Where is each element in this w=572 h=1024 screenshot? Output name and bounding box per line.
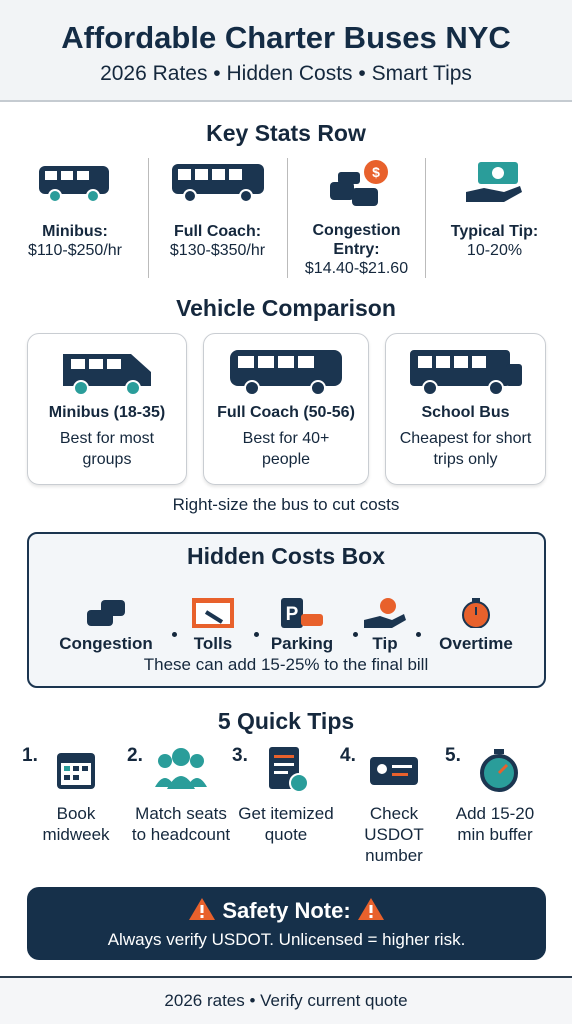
calendar-icon [57, 753, 95, 789]
cost-item: Congestion [51, 598, 161, 654]
vehicle-note: Cheapest for short trips only [399, 430, 532, 468]
safety-text: Always verify USDOT. Unlicensed = higher… [107, 930, 466, 949]
stat-label: Minibus: [42, 223, 108, 240]
cost-note: These can add 15-25% to the final bill [143, 655, 429, 674]
toll-icon [192, 598, 234, 628]
caption: Right-size the bus to cut costs [172, 495, 400, 514]
stat-value: $110-$250/hr [28, 242, 122, 259]
cost-item: Overtime [421, 598, 531, 654]
separator [416, 632, 421, 637]
tip-text: Book midweek [42, 804, 110, 844]
safety-box: Safety Note: Always verify USDOT. Unlice… [27, 887, 546, 960]
cost-label: Overtime [439, 634, 513, 653]
tip-number: 5. [445, 745, 461, 766]
cost-item: Tip [330, 598, 440, 654]
tip: 5. Add 15-20 min buffer [445, 745, 553, 845]
timer-icon [462, 598, 490, 628]
section-title: Key Stats Row [206, 120, 366, 146]
svg-text:$: $ [372, 164, 380, 180]
tip: 2. Match seats to headcount [127, 745, 235, 845]
section-title: 5 Quick Tips [217, 708, 355, 734]
stat: Full Coach: $130-$350/hr [150, 158, 285, 283]
tip-text: Get itemized quote [238, 804, 334, 844]
header: Affordable Charter Buses NYC 2026 Rates … [0, 0, 572, 102]
tip-number: 3. [232, 745, 248, 766]
vehicle-note: Best for most groups [59, 430, 155, 468]
stat: Typical Tip: 10-20% [427, 158, 562, 283]
safety-heading: Safety Note: [27, 897, 546, 924]
tip: 1. Book midweek [22, 745, 130, 845]
cost-label: Parking [270, 634, 334, 653]
tip-text: Check USDOT number [364, 804, 424, 865]
vehicle-card: School Bus Cheapest for short trips only [385, 333, 546, 485]
bus-icon [171, 164, 264, 203]
vehicle-card: Minibus (18-35) Best for most groups [27, 333, 187, 485]
section-title: Hidden Costs Box [186, 543, 386, 569]
title: Affordable Charter Buses NYC [61, 20, 511, 55]
cost-label: Tolls [193, 634, 233, 653]
tip-number: 2. [127, 745, 143, 766]
people-icon [155, 748, 207, 789]
svg-text:P: P [286, 604, 299, 625]
warning-icon [357, 898, 384, 920]
stat-label: Congestion Entry: [312, 222, 401, 258]
vehicle-name: Minibus (18-35) [48, 404, 166, 421]
stat-label: Full Coach: [173, 223, 262, 240]
stat-label: Typical Tip: [450, 223, 539, 240]
cars-icon [87, 600, 125, 626]
warning-icon [189, 898, 216, 920]
footer: 2026 rates • Verify current quote [0, 976, 572, 1024]
tip-number: 4. [340, 745, 356, 766]
section-title: Vehicle Comparison [176, 295, 396, 321]
tip-icon [364, 598, 406, 628]
divider [425, 158, 426, 278]
vehicle-note: Best for 40+ people [242, 430, 330, 468]
stat-value: 10-20% [466, 242, 523, 259]
tip-text: Add 15-20 min buffer [455, 804, 535, 844]
cost-item: P Parking [247, 598, 357, 654]
footer-text: 2026 rates • Verify current quote [164, 991, 408, 1010]
tip-text: Match seats to headcount [131, 804, 231, 844]
divider [148, 158, 149, 278]
cost-item: Tolls [158, 598, 268, 654]
parking-icon: P [281, 598, 323, 628]
stat: $ Congestion Entry: $14.40-$21.60 [289, 158, 424, 283]
tip-icon [465, 162, 522, 202]
van-icon [39, 166, 109, 203]
separator [353, 632, 358, 637]
coach-icon [230, 350, 342, 396]
separator [254, 632, 259, 637]
stopwatch-icon [480, 749, 518, 792]
traffic-icon: $ [329, 160, 388, 206]
stat-value: $14.40-$21.60 [304, 260, 409, 277]
divider [287, 158, 288, 278]
cost-label: Congestion [59, 634, 153, 653]
id-card-icon [370, 757, 418, 785]
minibus-icon [63, 354, 151, 396]
separator [172, 632, 177, 637]
vehicle-name: Full Coach (50-56) [217, 404, 355, 421]
vehicle-name: School Bus [421, 404, 510, 421]
tip: 4. Check USDOT number [340, 745, 448, 866]
quote-icon [269, 747, 309, 793]
safety-title: Safety Note: [222, 898, 351, 923]
cost-label: Tip [372, 634, 398, 653]
school-bus-icon [409, 350, 522, 396]
tip: 3. Get itemized quote [232, 745, 340, 845]
stat-value: $130-$350/hr [169, 242, 266, 259]
vehicle-card: Full Coach (50-56) Best for 40+ people [203, 333, 369, 485]
stat: Minibus: $110-$250/hr [10, 158, 140, 283]
subtitle: 2026 Rates • Hidden Costs • Smart Tips [100, 62, 472, 85]
tip-number: 1. [22, 745, 38, 766]
